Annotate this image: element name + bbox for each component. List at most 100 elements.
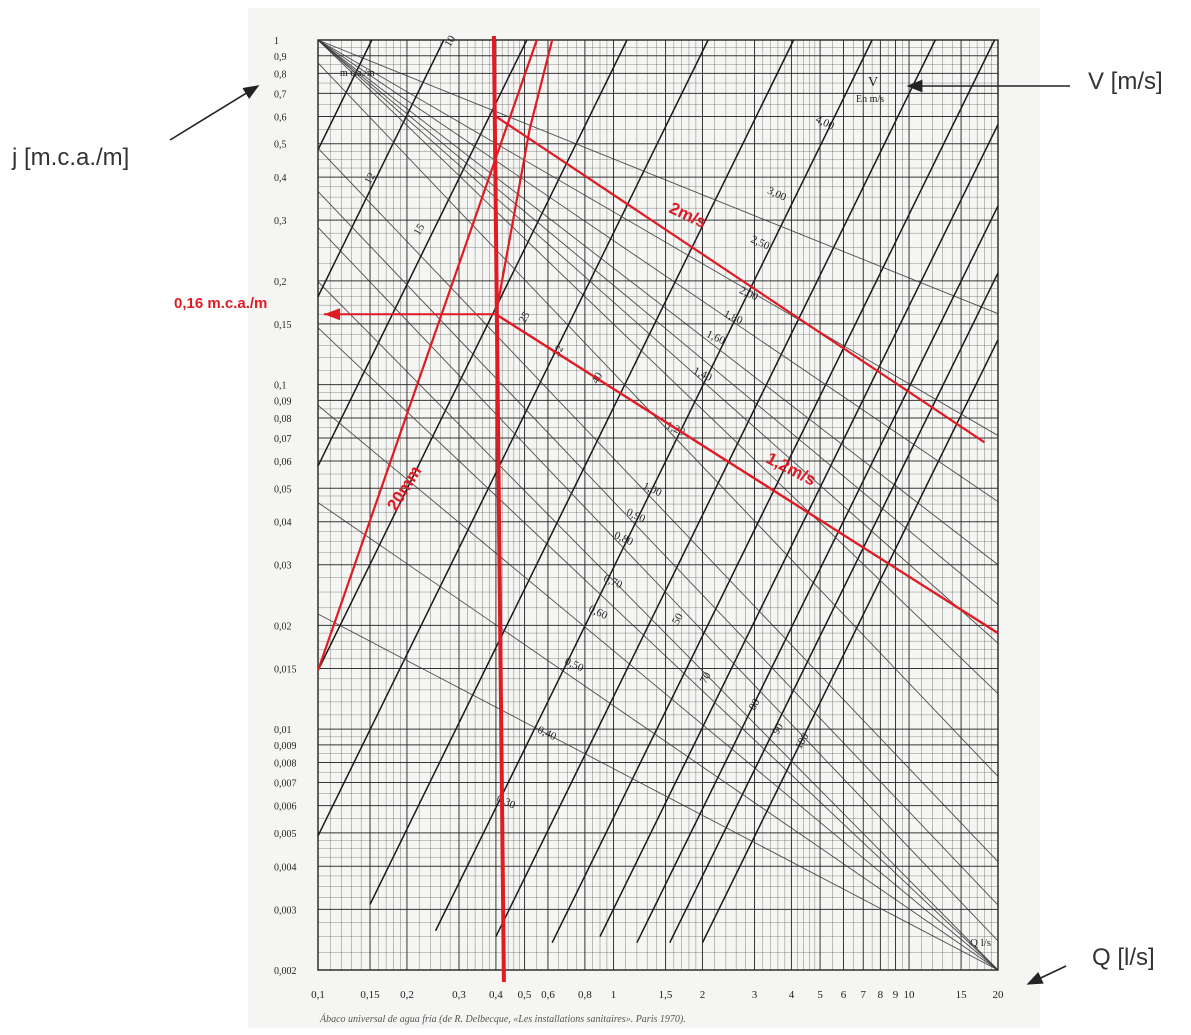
- diameter-line-80: [636, 205, 999, 944]
- velocity-line-2,00: [317, 39, 999, 566]
- x-tick-label: 8: [878, 989, 884, 1001]
- scanned-chart-page: [248, 8, 1040, 1028]
- x-tick-label: 15: [956, 989, 968, 1001]
- x-tick-label: 0,4: [489, 989, 503, 1001]
- velocity-line-4,00: [317, 39, 999, 315]
- diameter-line-25: [317, 39, 709, 837]
- velocity-line-0,90: [317, 191, 999, 906]
- y-tick-label: 0,3: [274, 216, 287, 227]
- diameter-line-100: [701, 339, 999, 944]
- velocity-line-0,50: [317, 405, 999, 971]
- y-tick-label: 0,09: [274, 396, 292, 407]
- y-tick-label: 0,4: [274, 173, 287, 184]
- y-tick-label: 0,1: [274, 381, 287, 392]
- velocity-line-1,20: [317, 62, 999, 777]
- x-tick-label: 0,3: [452, 989, 466, 1001]
- y-tick-label: 0,9: [274, 52, 287, 63]
- x-tick-label: 0,8: [578, 989, 592, 1001]
- velocity-line-0,30: [317, 613, 999, 971]
- y-tick-label: 0,01: [274, 725, 292, 736]
- diameter-line-90: [669, 272, 999, 944]
- x-tick-label: 5: [817, 989, 823, 1001]
- red-vertical-q-line: [491, 35, 506, 983]
- x-tick-label: 4: [789, 989, 795, 1001]
- y-tick-label: 0,002: [274, 966, 297, 977]
- y-tick-label: 0,04: [274, 518, 292, 529]
- x-tick-label: 2: [700, 989, 706, 1001]
- y-unit-label: m c.a./m: [340, 68, 375, 79]
- velocity-line-0,70: [317, 281, 999, 971]
- y-tick-label: 0,5: [274, 140, 287, 151]
- red-curve: [494, 39, 554, 315]
- velocity-line-1,60: [317, 39, 999, 644]
- velocity-line-0,40: [317, 502, 999, 971]
- x-tick-label: 10: [904, 989, 916, 1001]
- y-tick-label: 0,03: [274, 561, 292, 572]
- tick-labels: 0,1 0,15 0,2 0,3 0,4 0,5 0,6 0,8 1 1,5 2 3 4 5 6 7 8 9 10 1…: [274, 36, 1004, 1001]
- x-tick-label: 0,1: [311, 989, 325, 1001]
- red-line-20mm: [316, 39, 538, 671]
- velocity-line-3,00: [317, 39, 999, 436]
- diameter-line-32: [369, 39, 795, 905]
- x-tick-label: 1: [611, 989, 617, 1001]
- x-unit-label: Q l/s: [970, 937, 991, 949]
- diameter-line-70: [599, 124, 999, 937]
- q-axis-label: Q [l/s]: [1092, 944, 1155, 971]
- y-tick-label: 0,2: [274, 277, 287, 288]
- q-pointer-arrow: [1026, 965, 1067, 985]
- v-axis-label: V [m/s]: [1088, 68, 1163, 95]
- x-tick-label: 7: [861, 989, 867, 1001]
- y-tick-label: 0,003: [274, 905, 297, 916]
- red-line-2ms: [495, 115, 986, 444]
- x-tick-label: 6: [841, 989, 847, 1001]
- diameter-line-40: [434, 39, 873, 932]
- x-tick-label: 1,5: [659, 989, 673, 1001]
- y-tick-label: 0,7: [274, 89, 287, 100]
- y-tick-label: 0,007: [274, 779, 297, 790]
- y-tick-label: 0,015: [274, 664, 297, 675]
- x-tick-label: 0,6: [541, 989, 555, 1001]
- chart-inner-labels: m c.a./m Q l/s V En m/s: [340, 68, 991, 949]
- j-axis-label: j [m.c.a./m]: [12, 144, 130, 171]
- diameter-line-12: [317, 39, 445, 297]
- diameter-label-12: 12: [362, 171, 378, 187]
- velocity-line-1,80: [317, 39, 999, 605]
- velocity-line-1,40: [317, 39, 999, 695]
- y-tick-label: 0,004: [274, 862, 297, 873]
- diameter-line-20: [317, 39, 628, 671]
- x-tick-label: 3: [752, 989, 758, 1001]
- velocity-line-1,00: [317, 147, 999, 863]
- caption-text: Ábaco universal de agua fría (de R. Delb…: [319, 1013, 686, 1025]
- x-tick-label: 20: [993, 989, 1005, 1001]
- red-line-12ms: [495, 313, 999, 635]
- red-label-j: 0,16 m.c.a./m: [174, 295, 267, 312]
- y-tick-label: 0,02: [274, 621, 292, 632]
- v-header: V: [868, 75, 878, 90]
- y-tick-label: 1: [274, 36, 279, 47]
- x-tick-label: 0,5: [518, 989, 532, 1001]
- velocity-line-0,60: [317, 327, 999, 971]
- v-header-unit: En m/s: [856, 94, 884, 105]
- y-tick-label: 0,008: [274, 759, 297, 770]
- caption: Ábaco universal de agua fría (de R. Delb…: [319, 1013, 686, 1025]
- x-tick-label: 0,2: [400, 989, 414, 1001]
- y-tick-label: 0,009: [274, 741, 297, 752]
- grid-layer: [317, 39, 999, 971]
- diameter-line-15: [317, 39, 528, 467]
- y-tick-label: 0,005: [274, 829, 297, 840]
- velocity-line-2,50: [317, 39, 999, 503]
- y-tick-label: 0,15: [274, 320, 292, 331]
- y-tick-label: 0,08: [274, 414, 292, 425]
- y-tick-label: 0,07: [274, 434, 292, 445]
- y-tick-label: 0,05: [274, 484, 292, 495]
- y-tick-label: 0,6: [274, 112, 287, 123]
- diameter-line-50: [495, 39, 937, 937]
- x-tick-label: 0,15: [360, 989, 380, 1001]
- y-tick-label: 0,8: [274, 69, 287, 80]
- j-pointer-arrow: [169, 85, 260, 141]
- y-tick-label: 0,006: [274, 802, 297, 813]
- red-arrowhead: [324, 308, 340, 321]
